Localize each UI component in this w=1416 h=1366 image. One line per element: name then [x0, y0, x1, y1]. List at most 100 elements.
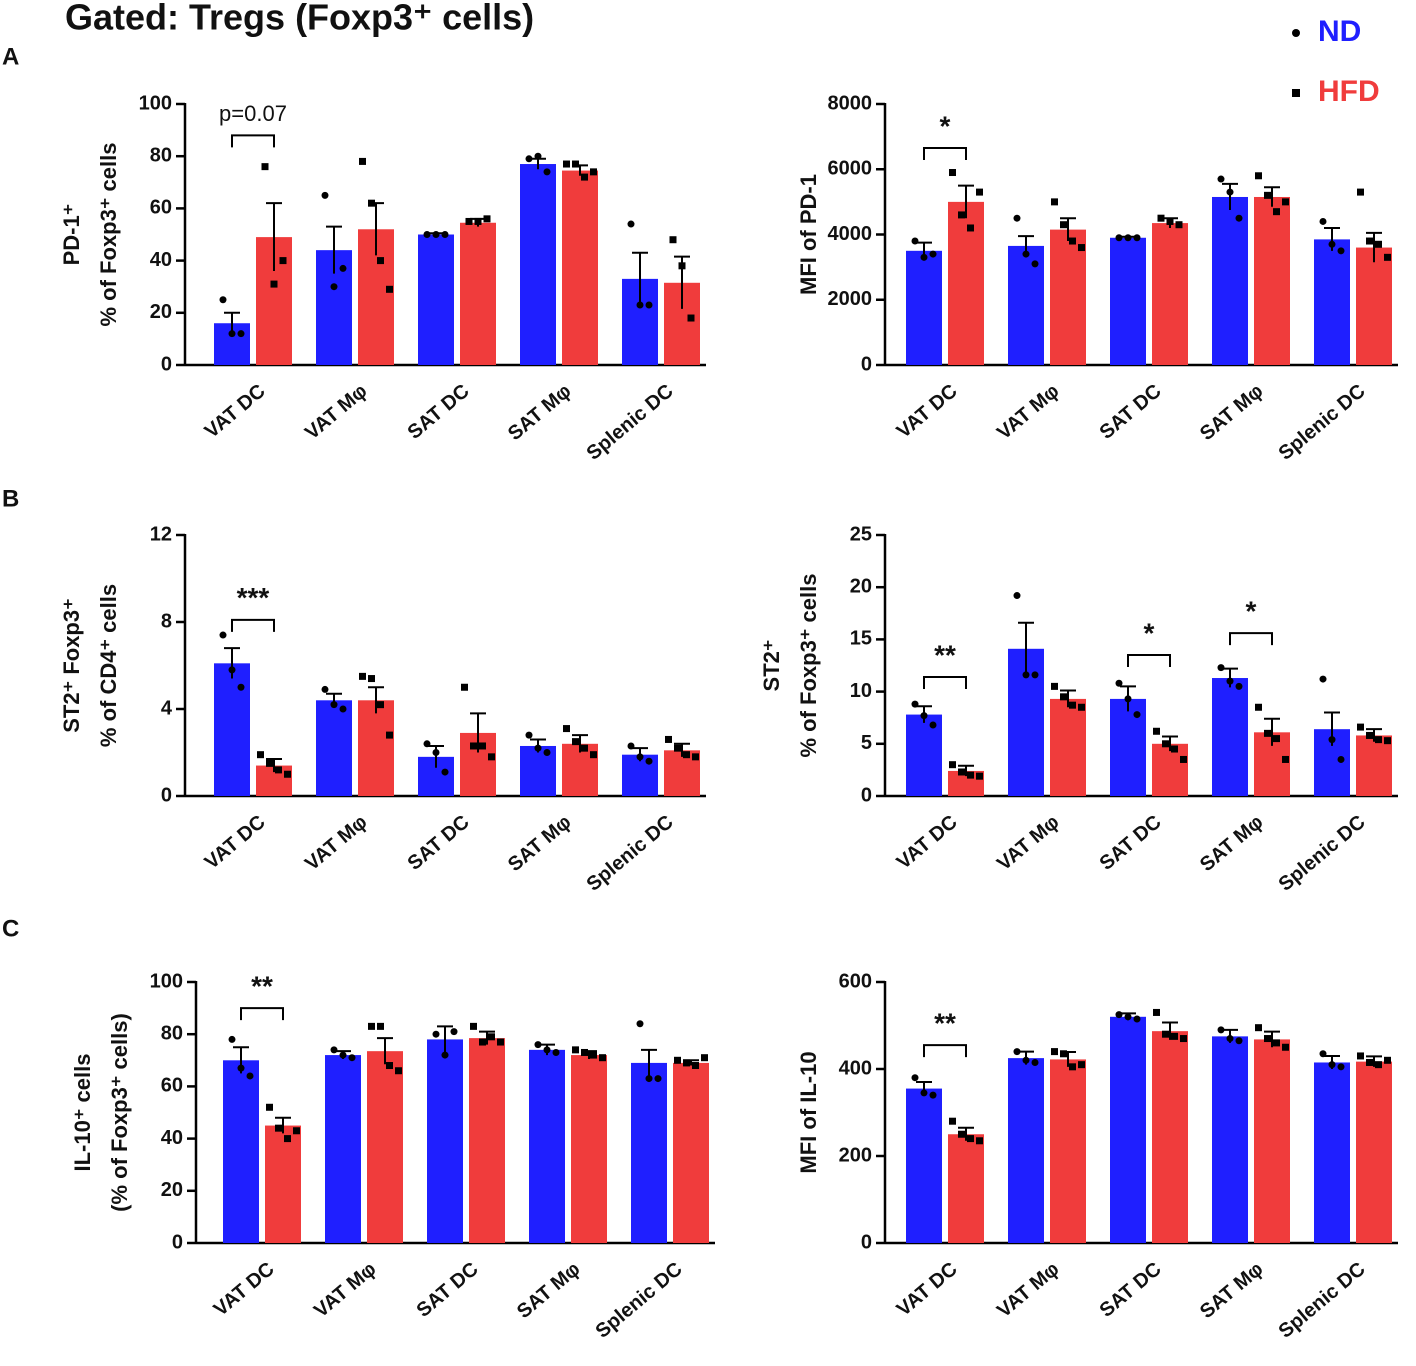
legend-marker: [1292, 29, 1300, 37]
error-bar: [470, 712, 486, 753]
error-bar: [266, 202, 282, 272]
error-bar: [437, 1025, 453, 1053]
bar: [1152, 743, 1188, 796]
x-tick-label: VAT Mφ: [301, 811, 371, 875]
x-tick-label: SAT DC: [1096, 380, 1166, 444]
bar: [520, 164, 556, 365]
data-point: [1255, 172, 1262, 180]
y-tick-label: 10: [850, 680, 872, 702]
significance-bracket: [923, 675, 967, 689]
data-point: [949, 169, 956, 177]
x-tick-label: SAT DC: [404, 811, 474, 875]
data-point: [1328, 1061, 1336, 1069]
data-point: [432, 1030, 440, 1038]
significance-label: **: [934, 639, 956, 670]
data-point: [534, 1041, 542, 1049]
y-tick-label: 0: [861, 353, 872, 375]
x-tick-label: VAT Mφ: [310, 1258, 380, 1322]
data-point: [1069, 701, 1076, 709]
x-tick-label: VAT DC: [201, 811, 270, 874]
bar: [571, 1055, 607, 1243]
data-point: [279, 257, 287, 265]
data-point: [432, 749, 440, 756]
data-point: [284, 1135, 291, 1143]
bar: [1110, 237, 1146, 365]
data-point: [1264, 1035, 1271, 1043]
y-tick-label: 200: [839, 1144, 872, 1166]
figure-title: Gated: Tregs (Foxp3⁺ cells): [65, 0, 534, 38]
data-point: [1078, 703, 1085, 711]
data-point: [1337, 247, 1345, 255]
significance-bracket: [923, 147, 967, 161]
data-point: [654, 1075, 662, 1083]
y-tick-label: 60: [150, 197, 172, 219]
y-tick-label: 25: [850, 523, 872, 545]
data-point: [293, 1127, 300, 1135]
data-point: [1319, 675, 1327, 683]
data-point: [423, 740, 431, 748]
data-point: [563, 725, 570, 733]
data-point: [1060, 1050, 1067, 1058]
data-point: [572, 738, 579, 746]
data-point: [1319, 1050, 1327, 1058]
data-point: [1180, 755, 1187, 763]
significance-label: **: [251, 970, 273, 1001]
x-tick-label: VAT Mφ: [993, 811, 1063, 875]
data-point: [590, 168, 597, 176]
bar: [948, 201, 984, 365]
error-bar: [275, 1116, 291, 1134]
bar: [1110, 698, 1146, 796]
data-point: [920, 253, 928, 261]
data-point: [423, 231, 431, 238]
y-tick-label: 8: [161, 610, 172, 632]
error-bar: [1264, 1030, 1280, 1048]
bar: [418, 234, 454, 365]
data-point: [1357, 723, 1364, 731]
data-point: [590, 751, 597, 759]
data-point: [470, 742, 477, 750]
data-point: [488, 1033, 495, 1041]
x-tick-label: Splenic DC: [583, 380, 678, 465]
y-axis-label: ST2⁺ Foxp3⁺: [59, 598, 84, 732]
data-point: [1282, 1043, 1289, 1051]
y-tick-label: 20: [161, 1179, 183, 1201]
data-point: [257, 751, 264, 759]
data-point: [359, 157, 366, 165]
bar: [469, 1038, 505, 1243]
data-point: [266, 759, 273, 767]
y-tick-label: 80: [150, 144, 172, 166]
data-point: [674, 744, 681, 752]
data-point: [543, 1046, 551, 1054]
data-point: [1171, 1032, 1178, 1040]
y-tick-label: 100: [139, 92, 172, 114]
x-tick-label: Splenic DC: [1275, 1258, 1370, 1343]
data-point: [645, 301, 653, 309]
data-point: [1235, 214, 1243, 222]
error-bar: [1264, 186, 1280, 207]
data-point: [976, 1137, 983, 1145]
significance-label: ***: [237, 582, 270, 613]
data-point: [692, 1062, 699, 1070]
y-axis-label: ST2⁺: [759, 640, 784, 692]
significance-label: *: [1246, 596, 1257, 627]
data-point: [949, 1117, 956, 1125]
data-point: [1337, 755, 1345, 763]
data-point: [1384, 737, 1391, 745]
y-axis-label: IL-10⁺ cells: [70, 1053, 95, 1171]
error-bar: [958, 764, 974, 777]
data-point: [1273, 208, 1280, 216]
y-tick-label: 40: [161, 1127, 183, 1149]
data-point: [1235, 1037, 1243, 1045]
y-tick-label: 0: [161, 353, 172, 375]
data-point: [534, 152, 542, 160]
error-bar: [1060, 217, 1076, 242]
data-point: [479, 742, 486, 750]
significance-bracket: [231, 618, 275, 632]
x-tick-label: SAT Mφ: [1196, 811, 1268, 876]
data-point: [228, 666, 236, 674]
y-axis-label: % of Foxp3⁺ cells: [96, 143, 121, 327]
data-point: [1235, 682, 1243, 690]
data-point: [284, 770, 291, 778]
bar: [1050, 1059, 1086, 1243]
data-point: [339, 705, 347, 713]
